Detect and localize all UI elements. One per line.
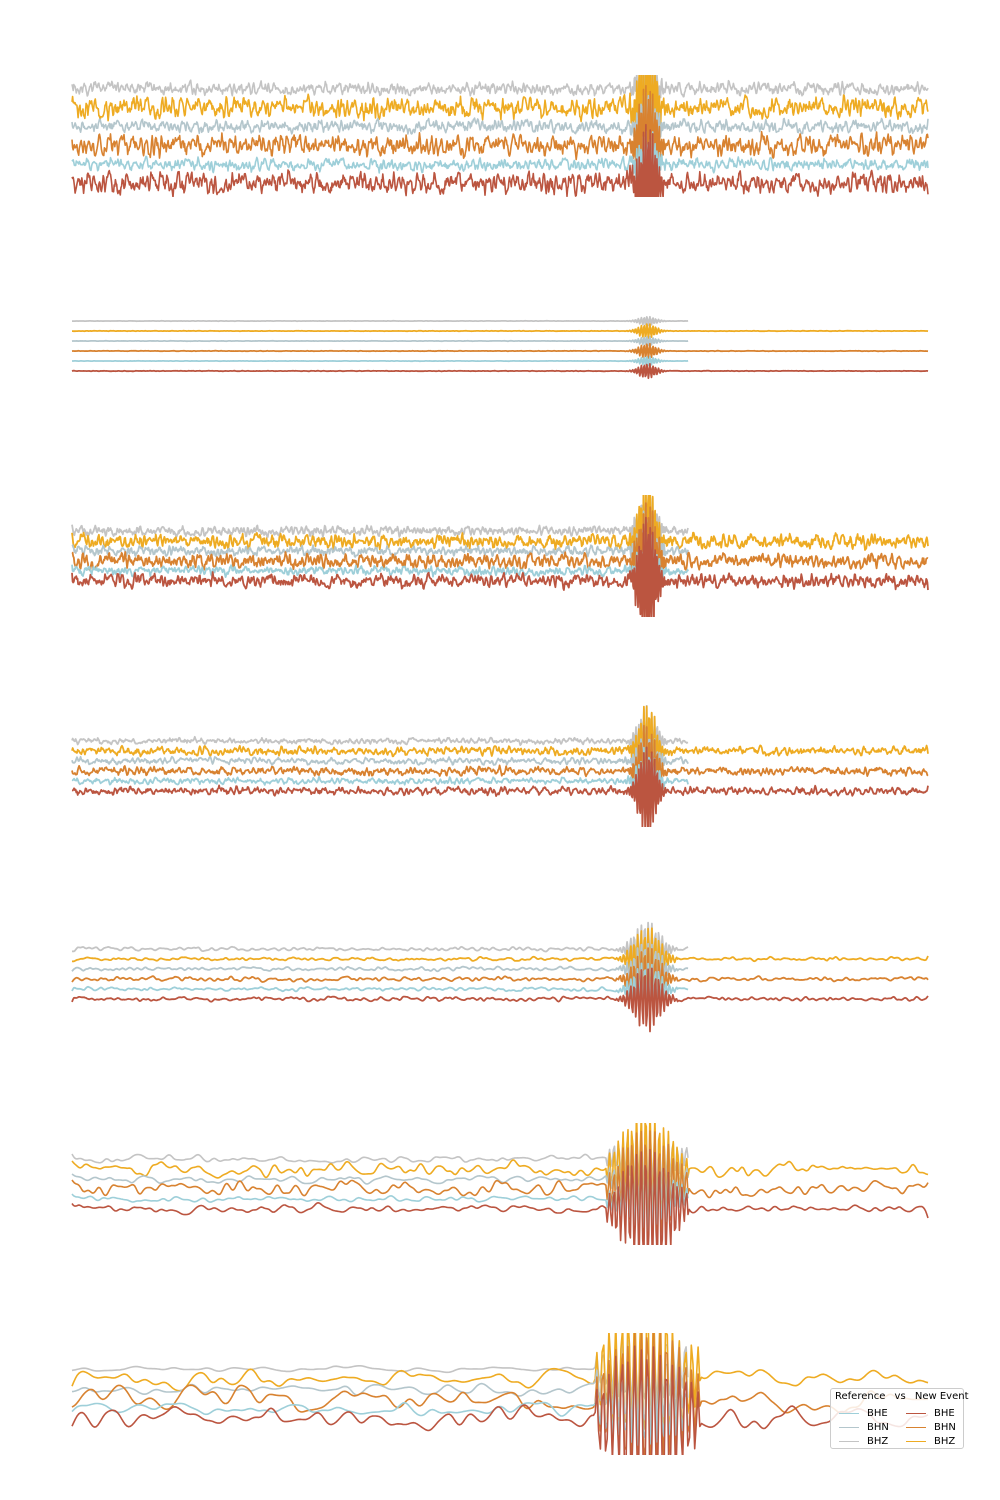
trace-new-event-bhz: [71, 705, 929, 801]
waveform-panel-2: [71, 315, 929, 380]
trace-new-event-bhz: [71, 1333, 929, 1454]
trace-new-event-bhe: [71, 362, 929, 380]
legend-swatch: [839, 1440, 859, 1442]
trace-new-event-bhn: [71, 1333, 928, 1455]
waveform-panel-5: [71, 921, 929, 1033]
trace-new-event-bhn: [71, 947, 929, 1013]
legend-entry-new-bhe: BHE: [906, 1406, 956, 1420]
trace-new-event-bhe: [71, 123, 929, 197]
trace-reference-bhe: [71, 962, 689, 1018]
trace-reference-bhe: [71, 1365, 689, 1446]
trace-reference-bhn: [71, 1348, 689, 1431]
trace-reference-bhe: [71, 1164, 689, 1235]
legend-label: BHE: [934, 1407, 955, 1419]
legend-entry-reference-bhe: BHE: [839, 1406, 889, 1420]
trace-new-event-bhe: [71, 967, 929, 1033]
legend-swatch: [906, 1412, 926, 1414]
chart-legend: Reference vs New Event BHE BHN BHZ BHE B…: [830, 1388, 969, 1449]
trace-reference-bhn: [71, 506, 689, 589]
trace-new-event-bhe: [71, 746, 929, 827]
trace-new-event-bhe: [71, 1345, 929, 1455]
waveform-panel-4: [71, 705, 929, 827]
legend-entry-new-bhz: BHZ: [906, 1434, 956, 1448]
trace-reference-bhn: [71, 335, 689, 347]
legend-label: BHZ: [934, 1435, 956, 1447]
legend-title-reference: Reference: [835, 1391, 886, 1402]
waveform-panel-3: [71, 495, 929, 617]
trace-new-event-bhz: [71, 75, 929, 174]
legend-swatch: [839, 1412, 859, 1414]
trace-new-event-bhz: [71, 495, 929, 601]
trace-reference-bhz: [71, 495, 689, 573]
trace-new-event-bhn: [71, 84, 929, 197]
legend-entry-reference-bhz: BHZ: [839, 1434, 889, 1448]
trace-reference-bhn: [71, 942, 689, 999]
legend-title: Reference vs New Event: [835, 1391, 975, 1402]
trace-reference-bhn: [71, 1145, 689, 1216]
trace-new-event-bhn: [71, 502, 929, 617]
legend-title-new-event: New Event: [914, 1391, 969, 1402]
trace-new-event-bhn: [71, 1130, 929, 1245]
trace-reference-bhe: [71, 531, 689, 614]
trace-reference-bhe: [71, 746, 689, 818]
trace-reference-bhn: [71, 727, 689, 796]
legend-swatch: [906, 1440, 926, 1442]
legend-new-event-column: BHE BHN BHZ: [906, 1406, 956, 1448]
legend-swatch: [906, 1426, 926, 1428]
legend-label: BHN: [867, 1421, 889, 1433]
trace-new-event-bhn: [71, 342, 929, 360]
trace-reference-bhz: [71, 315, 689, 327]
trace-new-event-bhe: [71, 1148, 929, 1245]
legend-title-vs: vs: [894, 1391, 906, 1402]
trace-reference-bhz: [71, 705, 689, 777]
legend-swatch: [839, 1426, 859, 1428]
trace-new-event-bhz: [71, 323, 929, 340]
waveform-panel-7: [71, 1333, 929, 1455]
trace-new-event-bhn: [71, 724, 929, 819]
trace-new-event-bhz: [71, 927, 929, 992]
waveform-panel-6: [71, 1123, 929, 1245]
legend-label: BHN: [934, 1421, 956, 1433]
trace-reference-bhz: [71, 1333, 689, 1409]
trace-reference-bhz: [71, 75, 929, 125]
trace-new-event-bhz: [71, 1123, 929, 1234]
legend-reference-column: BHE BHN BHZ: [839, 1406, 889, 1448]
legend-label: BHZ: [867, 1435, 889, 1447]
legend-entry-reference-bhn: BHN: [839, 1420, 889, 1434]
trace-reference-bhz: [71, 1124, 689, 1195]
legend-entry-new-bhn: BHN: [906, 1420, 956, 1434]
trace-reference-bhn: [71, 91, 929, 170]
trace-reference-bhe: [71, 130, 929, 197]
trace-reference-bhz: [71, 921, 689, 977]
waveform-panel-1: [71, 75, 929, 197]
trace-new-event-bhe: [71, 516, 929, 617]
trace-reference-bhe: [71, 355, 689, 367]
legend-label: BHE: [867, 1407, 888, 1419]
